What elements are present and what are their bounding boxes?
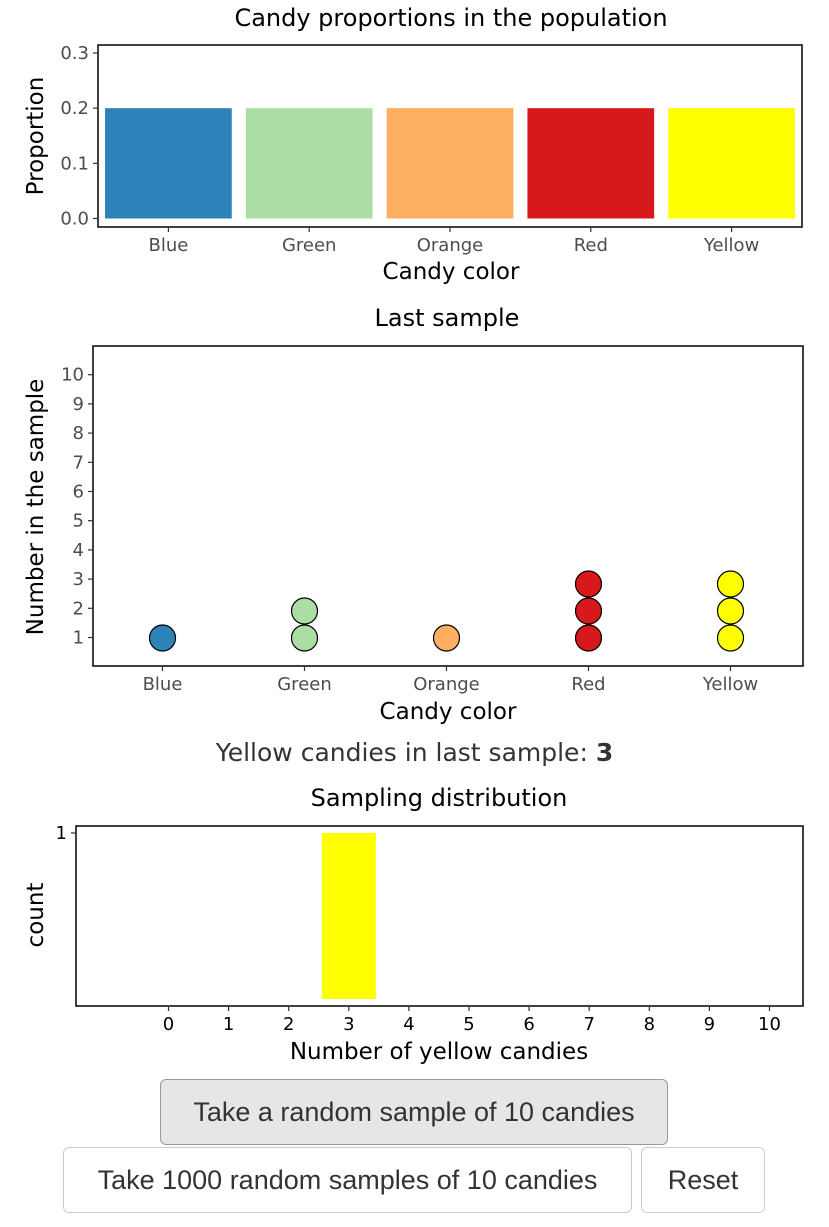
- y-tick-label: 0.1: [60, 153, 89, 174]
- chart-title: Candy proportions in the population: [234, 4, 667, 32]
- plot-panel-border: [92, 345, 804, 667]
- bar-green: [245, 108, 373, 219]
- y-tick-label: 9: [73, 394, 84, 415]
- plot-panel-border: [75, 825, 804, 1007]
- x-tick-label: 6: [523, 1014, 534, 1035]
- y-tick-label: 4: [73, 540, 84, 561]
- bar-red: [527, 108, 655, 219]
- y-tick-label: 5: [73, 511, 84, 532]
- bar-yellow: [668, 108, 795, 219]
- candy-dot-yellow: [716, 624, 745, 652]
- y-tick-label: 2: [73, 598, 84, 619]
- x-tick-label: 3: [343, 1014, 354, 1035]
- candy-dot-red: [574, 597, 603, 625]
- y-tick-label: 8: [73, 423, 84, 444]
- x-tick-label: 2: [283, 1014, 294, 1035]
- x-tick-label: Yellow: [703, 235, 759, 256]
- take-1000-samples-button[interactable]: Take 1000 random samples of 10 candies: [63, 1147, 632, 1213]
- x-tick-label: Blue: [143, 674, 183, 695]
- x-tick-label: 8: [644, 1014, 655, 1035]
- candy-dot-green: [290, 624, 319, 652]
- bar-blue: [105, 108, 232, 219]
- population-proportion-chart: Candy proportions in the population 0.0 0…: [23, 4, 803, 285]
- y-tick-label: 7: [73, 452, 84, 473]
- x-tick-label: Green: [282, 235, 337, 256]
- y-axis-title: Proportion: [23, 77, 49, 196]
- x-tick-label: Red: [574, 235, 608, 256]
- chart-title: Last sample: [375, 304, 520, 332]
- x-tick-label: 1: [223, 1014, 234, 1035]
- take-sample-button[interactable]: Take a random sample of 10 candies: [160, 1079, 668, 1145]
- x-tick-label: Orange: [417, 235, 484, 256]
- x-tick-label: 10: [758, 1014, 781, 1035]
- x-tick-label: Orange: [413, 674, 480, 695]
- candy-dot-yellow: [716, 570, 745, 598]
- y-axis-title: Number in the sample: [23, 379, 49, 636]
- candy-dot-yellow: [716, 597, 745, 625]
- x-axis-title: Candy color: [380, 699, 517, 725]
- candy-dot-red: [574, 624, 603, 652]
- y-tick-label: 1: [73, 628, 84, 649]
- y-tick-label: 10: [61, 365, 84, 386]
- summary-label: Yellow candies in last sample:: [215, 738, 596, 767]
- candy-dot-red: [574, 570, 603, 598]
- x-tick-label: 5: [463, 1014, 474, 1035]
- summary-value: 3: [595, 738, 614, 767]
- histogram-bar: [321, 833, 376, 999]
- chart-title: Sampling distribution: [311, 784, 568, 812]
- x-tick-label: Yellow: [702, 674, 758, 695]
- candy-dot-orange: [432, 624, 461, 652]
- last-sample-chart: Last sample 1 2 3 4 5 6 7 8 9 10 Blue Green Orange R…: [23, 304, 804, 725]
- sampling-distribution-chart: Sampling distribution 1 0 1 2 3 4 5 6 7 8 9 10 Num…: [23, 784, 804, 1065]
- y-axis-title: count: [23, 883, 49, 948]
- x-tick-label: Green: [277, 674, 332, 695]
- x-axis-title: Candy color: [383, 259, 520, 285]
- y-tick-label: 3: [73, 569, 84, 590]
- y-tick-label: 1: [56, 823, 67, 844]
- x-tick-label: 9: [704, 1014, 715, 1035]
- x-axis-title: Number of yellow candies: [290, 1039, 588, 1065]
- y-tick-label: 6: [73, 482, 84, 503]
- yellow-count-summary: Yellow candies in last sample: 3: [0, 738, 829, 767]
- y-tick-label: 0.3: [60, 43, 89, 64]
- x-tick-label: 7: [583, 1014, 594, 1035]
- x-tick-label: 0: [163, 1014, 174, 1035]
- candy-dot-green: [290, 597, 319, 625]
- bar-orange: [386, 108, 514, 219]
- y-tick-label: 0.2: [60, 98, 89, 119]
- x-tick-label: Red: [571, 674, 605, 695]
- x-tick-label: 4: [403, 1014, 414, 1035]
- reset-button[interactable]: Reset: [641, 1147, 765, 1213]
- y-tick-label: 0.0: [60, 209, 89, 230]
- candy-dot-blue: [148, 624, 177, 652]
- x-tick-label: Blue: [148, 235, 188, 256]
